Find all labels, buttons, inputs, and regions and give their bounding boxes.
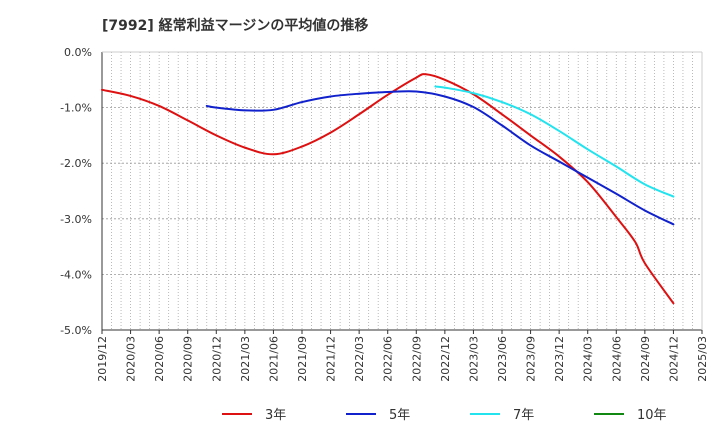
y-tick-label: -2.0% [60,157,92,170]
y-tick-label: 0.0% [64,46,92,59]
legend-label: 10年 [637,408,667,423]
legend-label: 7年 [513,408,534,423]
x-tick-label: 2024/12 [667,336,680,382]
y-tick-label: -4.0% [60,268,92,281]
x-tick-label: 2020/12 [210,336,223,382]
x-tick-label: 2023/06 [496,336,509,382]
legend-label: 3年 [265,408,286,423]
x-axis-ticks: 2019/12 2020/03 2020/06 2020/09 2020/12 2021/… [96,330,709,382]
axes [101,51,703,331]
x-tick-label: 2023/09 [525,336,538,382]
series-line-3 [434,85,675,198]
y-axis-ticks: 0.0% -1.0% -2.0% -3.0% -4.0% -5.0% [60,46,92,337]
x-tick-label: 2023/12 [553,336,566,382]
plot-area [102,52,702,330]
x-tick-label: 2020/09 [182,336,195,382]
series-lines [101,73,675,305]
x-tick-label: 2023/03 [467,336,480,382]
x-tick-label: 2021/03 [239,336,252,382]
x-tick-label: 2022/03 [353,336,366,382]
y-tick-label: -5.0% [60,324,92,337]
x-tick-label: 2020/06 [153,336,166,382]
x-tick-label: 2022/09 [410,336,423,382]
x-tick-label: 2024/09 [639,336,652,382]
x-tick-label: 2021/12 [325,336,338,382]
x-tick-label: 2022/06 [382,336,395,382]
legend-label: 5年 [389,408,410,423]
x-tick-label: 2024/03 [582,336,595,382]
x-tick-label: 2025/03 [696,336,709,382]
x-tick-label: 2021/06 [267,336,280,382]
x-tick-label: 2024/06 [610,336,623,382]
series-line-2 [205,90,675,226]
x-tick-label: 2019/12 [96,336,109,382]
y-tick-label: -1.0% [60,102,92,115]
y-tick-label: -3.0% [60,213,92,226]
x-tick-label: 2022/12 [439,336,452,382]
x-tick-label: 2020/03 [125,336,138,382]
chart-title: [7992] 経常利益マージンの平均値の推移 [102,17,368,34]
legend: 3年 5年 7年 10年 [222,408,667,423]
series-line-1 [101,73,675,305]
x-tick-label: 2021/09 [296,336,309,382]
